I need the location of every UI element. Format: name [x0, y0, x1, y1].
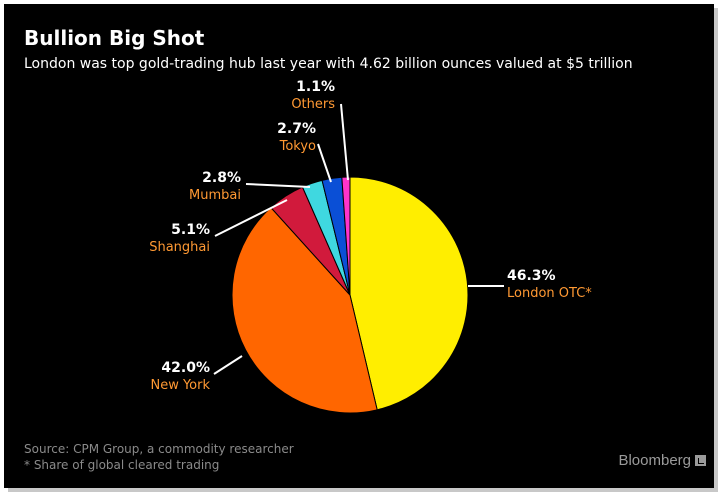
source-note: Source: CPM Group, a commodity researche… [24, 442, 294, 456]
pie-slices [231, 176, 469, 414]
leader-line-others [340, 103, 349, 181]
chart-title: Bullion Big Shot [24, 26, 205, 50]
slice-label-mumbai: Mumbai [189, 188, 241, 203]
leader-line-shanghai [214, 199, 288, 237]
slice-label-london-otc: London OTC* [507, 286, 592, 301]
slice-label-others: Others [291, 97, 335, 112]
brand-name: Bloomberg [618, 452, 691, 469]
slice-label-tokyo: Tokyo [279, 139, 316, 154]
bloomberg-chart-icon [695, 455, 706, 466]
leader-line-tokyo [317, 143, 332, 183]
pie-slice-new-york [231, 206, 378, 414]
slice-value-shanghai: 5.1% [171, 222, 210, 238]
pie-leader-lines [213, 103, 504, 375]
pie-labels: 46.3% London OTC* 42.0% New York 5.1% Shangha… [149, 79, 592, 393]
pie-slice-others [341, 176, 351, 296]
chart-frame: Bullion Big Shot London was top gold-tra… [4, 4, 714, 488]
footnote: * Share of global cleared trading [24, 458, 220, 472]
slice-value-mumbai: 2.8% [202, 170, 241, 186]
slice-label-new-york: New York [150, 378, 210, 393]
slice-value-others: 1.1% [296, 79, 335, 95]
leader-line-mumbai [245, 183, 311, 188]
slice-label-shanghai: Shanghai [149, 240, 210, 255]
brand-logo: Bloomberg [618, 452, 706, 469]
chart-subtitle: London was top gold-trading hub last yea… [24, 56, 633, 72]
slice-value-tokyo: 2.7% [277, 121, 316, 137]
slice-value-london-otc: 46.3% [507, 268, 556, 284]
pie-slice-london-otc [349, 176, 469, 411]
pie-chart: 46.3% London OTC* 42.0% New York 5.1% Shangha… [149, 79, 592, 414]
slice-value-new-york: 42.0% [161, 360, 210, 376]
leader-line-new-york [213, 355, 243, 375]
